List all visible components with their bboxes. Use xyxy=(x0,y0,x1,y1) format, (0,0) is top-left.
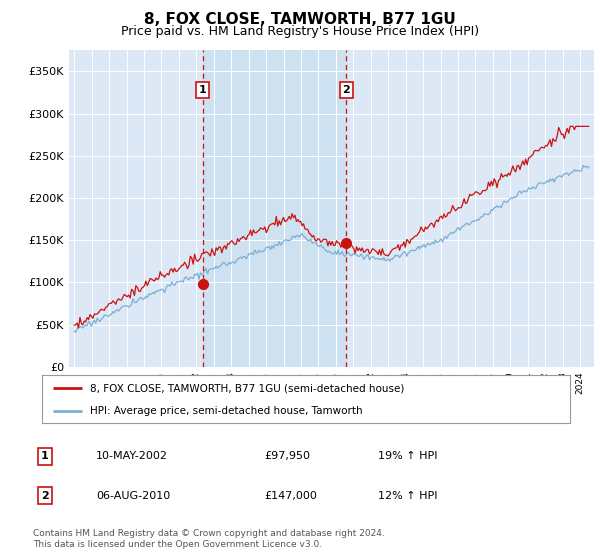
Text: 12% ↑ HPI: 12% ↑ HPI xyxy=(378,491,437,501)
Text: 2: 2 xyxy=(41,491,49,501)
Text: £147,000: £147,000 xyxy=(264,491,317,501)
Text: 19% ↑ HPI: 19% ↑ HPI xyxy=(378,451,437,461)
Text: Price paid vs. HM Land Registry's House Price Index (HPI): Price paid vs. HM Land Registry's House … xyxy=(121,25,479,38)
Text: £97,950: £97,950 xyxy=(264,451,310,461)
Text: HPI: Average price, semi-detached house, Tamworth: HPI: Average price, semi-detached house,… xyxy=(89,406,362,416)
Text: 8, FOX CLOSE, TAMWORTH, B77 1GU (semi-detached house): 8, FOX CLOSE, TAMWORTH, B77 1GU (semi-de… xyxy=(89,383,404,393)
Text: Contains HM Land Registry data © Crown copyright and database right 2024.
This d: Contains HM Land Registry data © Crown c… xyxy=(33,529,385,549)
Text: 1: 1 xyxy=(199,85,206,95)
Text: 10-MAY-2002: 10-MAY-2002 xyxy=(96,451,168,461)
Text: 2: 2 xyxy=(343,85,350,95)
Text: 1: 1 xyxy=(41,451,49,461)
Text: 06-AUG-2010: 06-AUG-2010 xyxy=(96,491,170,501)
Bar xyxy=(203,50,346,367)
Text: 8, FOX CLOSE, TAMWORTH, B77 1GU: 8, FOX CLOSE, TAMWORTH, B77 1GU xyxy=(144,12,456,27)
